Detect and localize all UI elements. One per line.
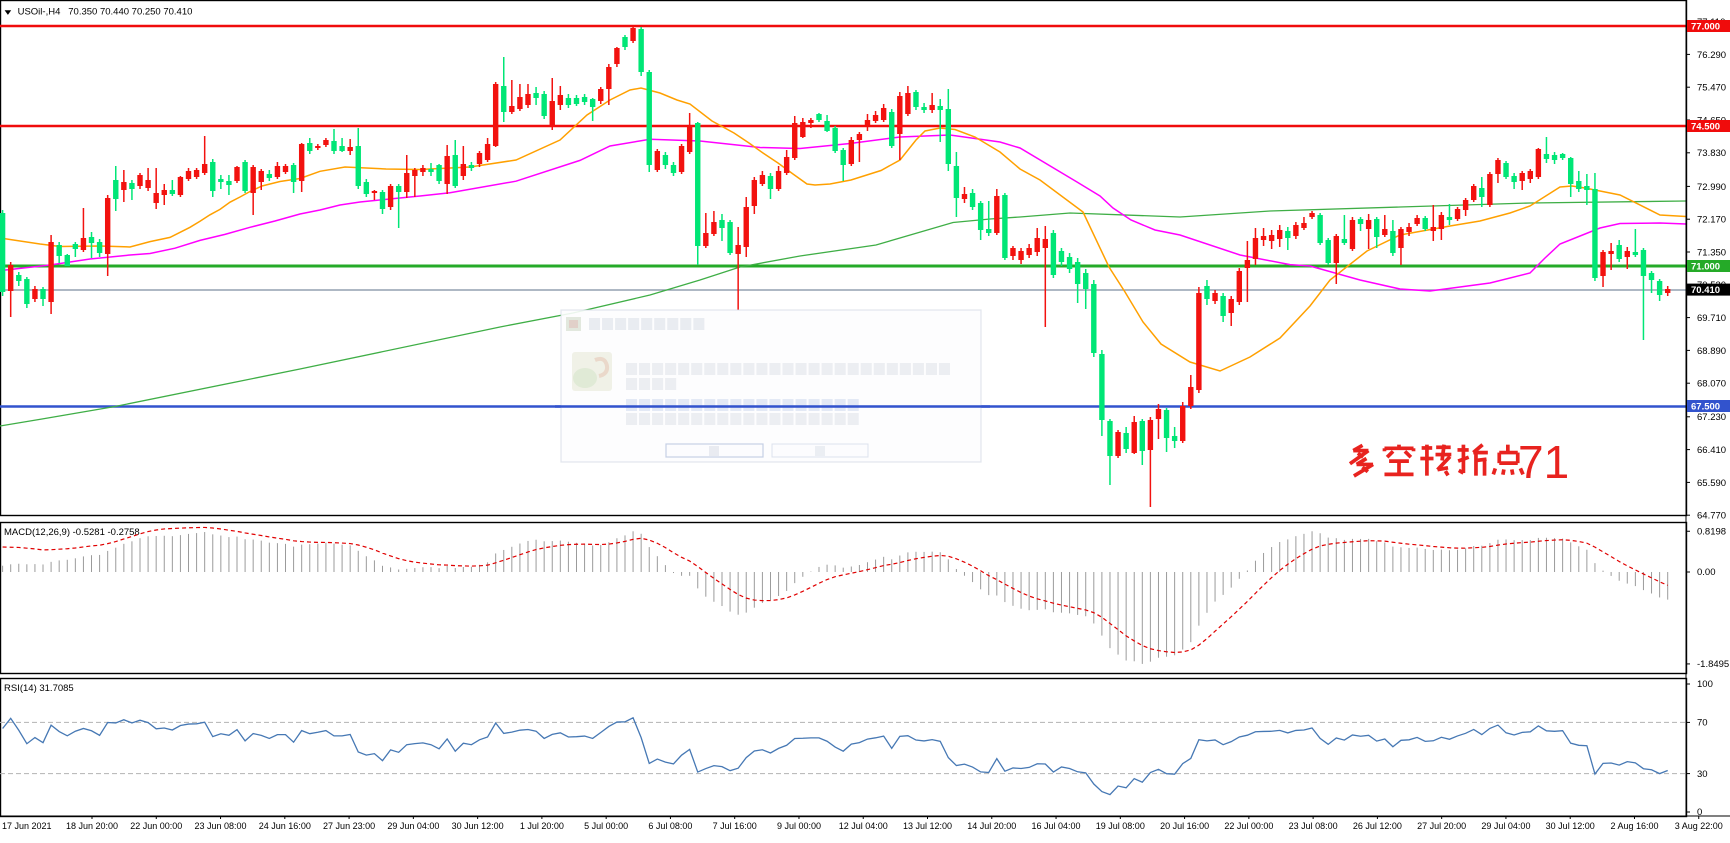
svg-text:3 Aug 22:00: 3 Aug 22:00 <box>1675 821 1723 831</box>
svg-text:RSI(14) 31.7085: RSI(14) 31.7085 <box>4 683 74 694</box>
svg-text:14 Jul 20:00: 14 Jul 20:00 <box>967 821 1016 831</box>
svg-text:23 Jul 08:00: 23 Jul 08:00 <box>1289 821 1338 831</box>
svg-text:17 Jun 2021: 17 Jun 2021 <box>2 821 52 831</box>
svg-text:66.410: 66.410 <box>1697 445 1726 456</box>
svg-text:73.830: 73.830 <box>1697 148 1726 159</box>
svg-text:65.590: 65.590 <box>1697 478 1726 489</box>
svg-text:13 Jul 12:00: 13 Jul 12:00 <box>903 821 952 831</box>
svg-text:29 Jul 04:00: 29 Jul 04:00 <box>1481 821 1530 831</box>
svg-text:100: 100 <box>1697 679 1713 690</box>
svg-text:16 Jul 04:00: 16 Jul 04:00 <box>1032 821 1081 831</box>
svg-text:2 Aug 16:00: 2 Aug 16:00 <box>1610 821 1658 831</box>
svg-text:0.8198: 0.8198 <box>1697 526 1726 537</box>
svg-text:0.00: 0.00 <box>1697 567 1716 578</box>
svg-text:67.230: 67.230 <box>1697 412 1726 423</box>
svg-text:75.470: 75.470 <box>1697 83 1726 94</box>
svg-text:71: 71 <box>1518 436 1569 488</box>
svg-text:22 Jul 00:00: 22 Jul 00:00 <box>1224 821 1273 831</box>
svg-text:6 Jul 08:00: 6 Jul 08:00 <box>648 821 692 831</box>
svg-text:71.000: 71.000 <box>1691 261 1720 272</box>
svg-text:5 Jul 00:00: 5 Jul 00:00 <box>584 821 628 831</box>
svg-text:29 Jun 04:00: 29 Jun 04:00 <box>387 821 439 831</box>
svg-text:74.500: 74.500 <box>1691 121 1720 132</box>
svg-text:7 Jul 16:00: 7 Jul 16:00 <box>713 821 757 831</box>
svg-text:77.000: 77.000 <box>1691 21 1720 32</box>
svg-text:18 Jun 20:00: 18 Jun 20:00 <box>66 821 118 831</box>
svg-text:72.170: 72.170 <box>1697 215 1726 226</box>
svg-text:19 Jul 08:00: 19 Jul 08:00 <box>1096 821 1145 831</box>
svg-text:-1.8495: -1.8495 <box>1697 659 1729 670</box>
svg-text:69.710: 69.710 <box>1697 313 1726 324</box>
svg-text:72.990: 72.990 <box>1697 182 1726 193</box>
svg-text:70.410: 70.410 <box>1691 285 1720 296</box>
svg-text:1 Jul 20:00: 1 Jul 20:00 <box>520 821 564 831</box>
svg-text:0: 0 <box>1697 807 1702 818</box>
svg-text:64.770: 64.770 <box>1697 511 1726 522</box>
svg-text:24 Jun 16:00: 24 Jun 16:00 <box>259 821 311 831</box>
svg-text:30: 30 <box>1697 769 1708 780</box>
svg-text:26 Jul 12:00: 26 Jul 12:00 <box>1353 821 1402 831</box>
svg-text:68.070: 68.070 <box>1697 379 1726 390</box>
svg-text:30 Jun 12:00: 30 Jun 12:00 <box>452 821 504 831</box>
svg-text:MACD(12,26,9) -0.5281 -0.2758: MACD(12,26,9) -0.5281 -0.2758 <box>4 527 140 538</box>
svg-text:20 Jul 16:00: 20 Jul 16:00 <box>1160 821 1209 831</box>
svg-text:23 Jun 08:00: 23 Jun 08:00 <box>195 821 247 831</box>
svg-text:USOil-,H4 70.350 70.440 70.2: USOil-,H4 70.350 70.440 70.250 70.410 <box>18 7 193 18</box>
svg-text:67.500: 67.500 <box>1691 401 1720 412</box>
svg-text:27 Jul 20:00: 27 Jul 20:00 <box>1417 821 1466 831</box>
svg-text:12 Jul 04:00: 12 Jul 04:00 <box>839 821 888 831</box>
svg-text:22 Jun 00:00: 22 Jun 00:00 <box>130 821 182 831</box>
svg-text:68.890: 68.890 <box>1697 346 1726 357</box>
svg-text:9 Jul 00:00: 9 Jul 00:00 <box>777 821 821 831</box>
svg-text:71.350: 71.350 <box>1697 247 1726 258</box>
svg-text:70: 70 <box>1697 718 1708 729</box>
svg-text:27 Jun 23:00: 27 Jun 23:00 <box>323 821 375 831</box>
svg-text:30 Jul 12:00: 30 Jul 12:00 <box>1546 821 1595 831</box>
svg-text:76.290: 76.290 <box>1697 50 1726 61</box>
